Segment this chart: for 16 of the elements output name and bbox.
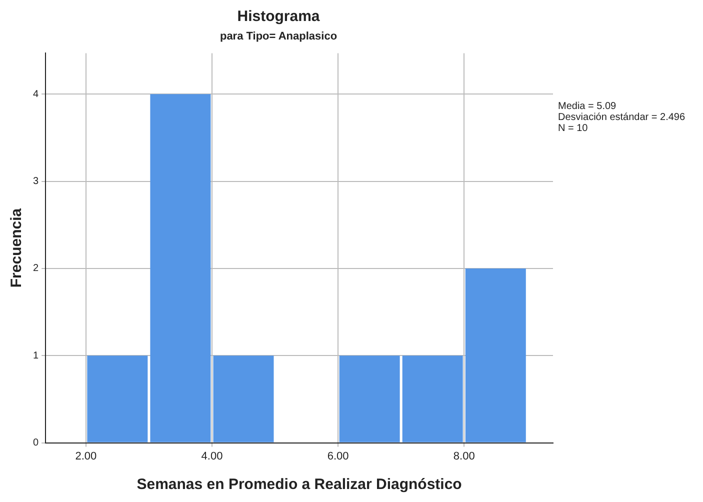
x-tick-label: 6.00 [327, 450, 349, 462]
text: Desviación estándar = 2.496 [558, 112, 686, 123]
chart-subtitle: para Tipo= Anaplasico [220, 30, 338, 43]
text: Media = 5.09 [558, 100, 617, 112]
y-tick-label: 0 [33, 438, 39, 449]
x-tick-label: 8.00 [453, 450, 475, 462]
y-tick-label: 1 [33, 350, 39, 362]
chart-title: Histograma [237, 8, 320, 26]
y-tick-label: 2 [33, 263, 39, 274]
x-axis-title: Semanas en Promedio a Realizar Diagnóstico [136, 476, 462, 494]
y-tick-label: 4 [33, 88, 39, 100]
text: N = 10 [558, 122, 588, 134]
y-axis-title: Frecuencia [8, 208, 26, 288]
x-tick-label: 2.00 [75, 450, 97, 462]
x-tick-label: 4.00 [201, 450, 223, 462]
y-tick-label: 3 [33, 176, 39, 188]
